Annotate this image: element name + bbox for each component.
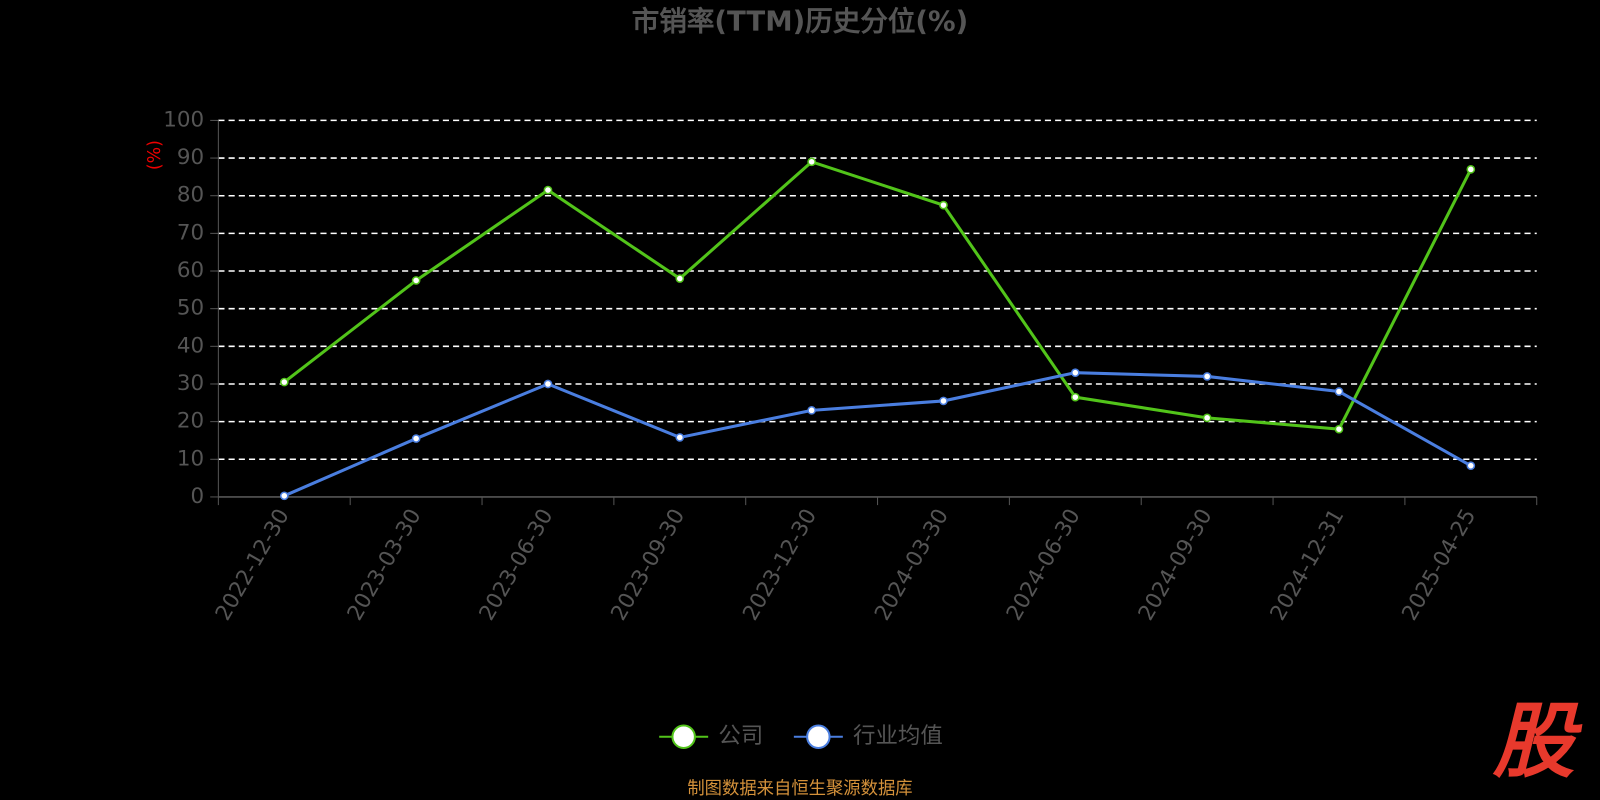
- data-point: [675, 274, 685, 283]
- data-point: [279, 377, 289, 387]
- data-point: [1466, 461, 1476, 471]
- y-tick-label: 20: [177, 409, 204, 434]
- data-point: [543, 379, 553, 389]
- data-point: [675, 433, 685, 442]
- y-tick-label: 50: [177, 296, 204, 321]
- y-tick-label: 90: [177, 145, 204, 170]
- chart-title: 市销率(TTM)历史分位(%): [632, 5, 968, 37]
- data-point: [411, 276, 421, 285]
- legend-item: 公司: [659, 723, 763, 749]
- legend-label: 行业均值: [853, 723, 943, 749]
- source-note: 制图数据来自恒生聚源数据库: [687, 779, 912, 799]
- data-point: [807, 406, 816, 415]
- data-point: [1202, 372, 1212, 381]
- y-tick-label: 60: [177, 258, 204, 283]
- data-point: [1334, 387, 1344, 396]
- legend-label: 公司: [718, 723, 763, 749]
- y-tick-label: 40: [177, 333, 204, 358]
- data-point: [279, 491, 289, 501]
- watermark-logo: 股: [1492, 694, 1583, 789]
- data-point: [939, 396, 948, 406]
- y-tick-label: 0: [190, 484, 204, 509]
- legend-marker: [806, 724, 831, 749]
- series-line: [283, 160, 1473, 431]
- data-point: [411, 434, 421, 443]
- data-point: [1070, 392, 1080, 402]
- series-line: [283, 371, 1472, 498]
- data-point: [543, 185, 553, 195]
- data-point: [1466, 165, 1476, 174]
- y-tick-label: 10: [177, 446, 204, 471]
- data-point: [807, 157, 816, 167]
- y-tick-label: 80: [177, 183, 204, 208]
- data-point: [1202, 413, 1212, 423]
- y-axis-label: (%): [145, 140, 165, 170]
- legend-marker: [671, 724, 696, 749]
- data-point: [1334, 424, 1344, 434]
- y-tick-label: 100: [163, 107, 204, 132]
- data-point: [939, 200, 948, 210]
- legend-item: 行业均值: [793, 723, 943, 749]
- data-point: [1070, 368, 1080, 378]
- y-tick-label: 30: [177, 371, 204, 396]
- y-tick-label: 70: [177, 220, 204, 245]
